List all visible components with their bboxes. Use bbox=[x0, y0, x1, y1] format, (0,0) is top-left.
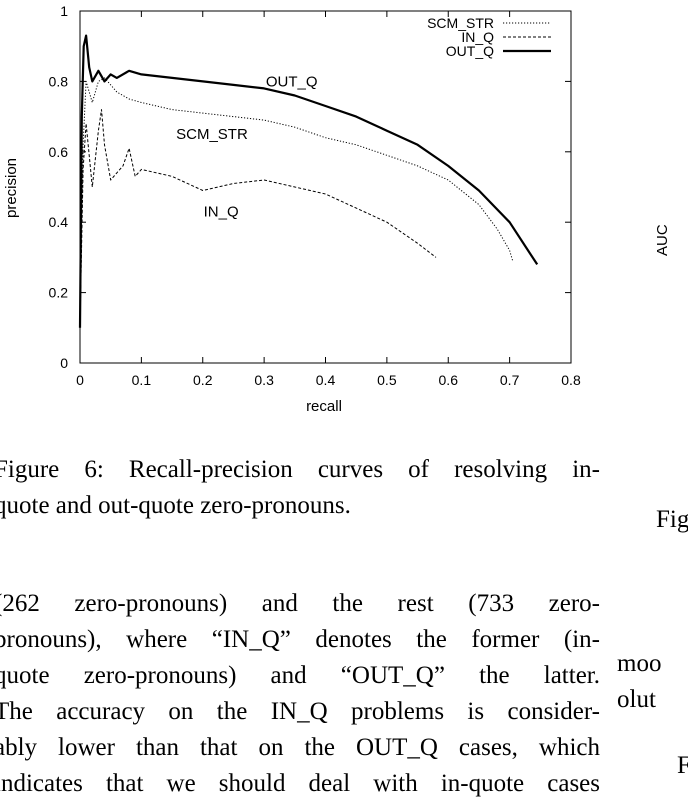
right-text-fragment-3: F bbox=[677, 752, 688, 779]
x-tick-label: 0.2 bbox=[193, 372, 213, 388]
body-line: pronouns), where “IN_Q” denotes the form… bbox=[0, 626, 600, 653]
right-figure-axis-label: AUC bbox=[654, 224, 671, 256]
y-tick-label: 0.2 bbox=[49, 285, 69, 301]
x-tick-label: 0.1 bbox=[132, 372, 152, 388]
body-line: (262 zero-pronouns) and the rest (733 ze… bbox=[0, 590, 600, 617]
y-tick-label: 0 bbox=[60, 355, 68, 371]
y-tick-label: 1 bbox=[60, 3, 68, 19]
legend-label: IN_Q bbox=[461, 29, 494, 45]
series-line-out-q bbox=[78, 34, 539, 328]
recall-precision-chart: 0 0.1 0.2 0.3 0.4 0.5 0.6 0.7 0.8 0 0.2 0.4 0.6 0.8 1… bbox=[3, 3, 581, 415]
caption-line: Figure 6: Recall-precision curves of res… bbox=[0, 456, 600, 483]
legend-label: OUT_Q bbox=[446, 43, 494, 59]
x-tick-label: 0.4 bbox=[316, 372, 336, 388]
caption-line: quote and out-quote zero-pronouns. bbox=[0, 492, 351, 519]
series-line-scm-str bbox=[79, 77, 514, 328]
body-line: ably lower than that on the OUT_Q cases,… bbox=[0, 734, 600, 761]
y-tick-label: 0.6 bbox=[49, 144, 69, 160]
curve-annotation: IN_Q bbox=[204, 204, 239, 221]
figure-caption: Figure 6: Recall-precision curves of res… bbox=[0, 452, 600, 524]
curve-annotation: OUT_Q bbox=[266, 73, 318, 90]
body-paragraph: (262 zero-pronouns) and the rest (733 ze… bbox=[0, 586, 600, 802]
y-tick-label: 0.4 bbox=[49, 214, 69, 230]
x-axis-label: recall bbox=[306, 398, 342, 415]
y-axis-label: precision bbox=[3, 158, 20, 218]
x-tick-label: 0.8 bbox=[561, 372, 581, 388]
plot-frame bbox=[79, 10, 572, 364]
x-tick-label: 0 bbox=[76, 372, 84, 388]
series-line-in-q bbox=[79, 109, 437, 328]
body-line: The accuracy on the IN_Q problems is con… bbox=[0, 698, 600, 725]
body-line: indicates that we should deal with in-qu… bbox=[0, 770, 600, 797]
x-tick-label: 0.6 bbox=[439, 372, 459, 388]
legend-label: SCM_STR bbox=[427, 15, 494, 31]
body-line: quote zero-pronouns) and “OUT_Q” the lat… bbox=[0, 662, 600, 689]
x-tick-label: 0.3 bbox=[254, 372, 274, 388]
x-tick-label: 0.7 bbox=[500, 372, 520, 388]
x-tick-label: 0.5 bbox=[377, 372, 397, 388]
right-text-fragment-2: olut bbox=[617, 686, 656, 713]
right-text-fragment-1: moo bbox=[617, 650, 662, 677]
y-tick-label: 0.8 bbox=[49, 73, 69, 89]
right-caption-fragment: Fig bbox=[656, 506, 688, 533]
curve-annotation: SCM_STR bbox=[176, 126, 248, 143]
